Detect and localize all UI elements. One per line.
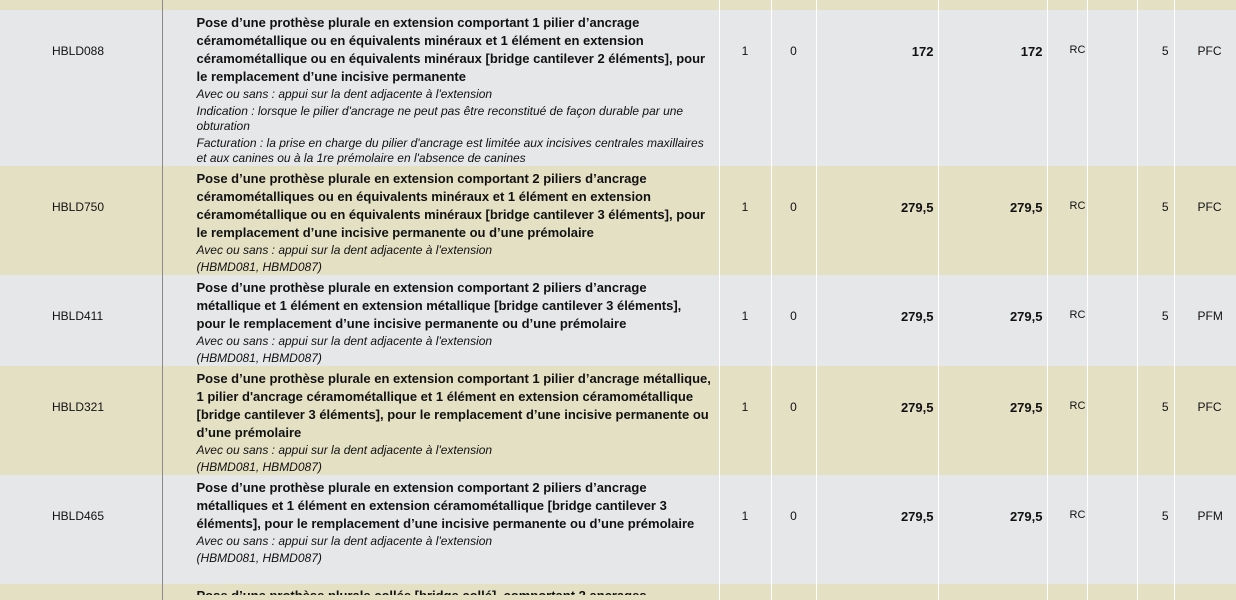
empty-cell xyxy=(1086,366,1137,475)
count-cell: 5 xyxy=(1136,275,1174,366)
act-title: Pose d’une prothèse plurale en extension… xyxy=(196,480,695,531)
act-note: Indication : lorsque le pilier d'ancrage… xyxy=(196,104,684,133)
count-cell: 5 xyxy=(1136,166,1174,275)
act-title: Pose d’une prothèse plurale en extension… xyxy=(196,15,706,84)
act-title: Pose d’une prothèse plurale en extension… xyxy=(196,280,682,331)
act-code: HBLD088 xyxy=(0,10,162,166)
amount-cell-2: 279,5 xyxy=(937,166,1047,275)
category-cell: PFM xyxy=(1173,275,1236,366)
phase-cell: 0 xyxy=(770,166,816,275)
empty-cell xyxy=(1086,275,1137,366)
empty-cell xyxy=(1086,10,1137,166)
table-row[interactable]: HBLD088 Pose d’une prothèse plurale en e… xyxy=(0,10,1236,166)
activity-cell: 1 xyxy=(718,166,771,275)
act-note: (HBMD081, HBMD087) xyxy=(196,260,322,274)
activity-cell: 1 xyxy=(718,10,771,166)
amount-cell-2: 172 xyxy=(937,10,1047,166)
act-description: Pose d’une prothèse plurale en extension… xyxy=(161,10,719,166)
act-code: HBLD465 xyxy=(0,475,162,584)
phase-cell: 0 xyxy=(770,475,816,584)
category-cell: PFC xyxy=(1173,366,1236,475)
act-title: Pose d’une prothèse plurale en extension… xyxy=(196,171,706,240)
amount-cell: 279,5 xyxy=(815,166,938,275)
act-code: HBLD321 xyxy=(0,366,162,475)
category-cell: PFC xyxy=(1173,166,1236,275)
table-row[interactable]: HBLD750 Pose d’une prothèse plurale en e… xyxy=(0,166,1236,275)
amount-cell-2: 279,5 xyxy=(937,366,1047,475)
category-cell: PFC xyxy=(1173,10,1236,166)
empty-cell xyxy=(1086,475,1137,584)
act-code: HBLD750 xyxy=(0,166,162,275)
table-row-partial-top xyxy=(0,0,1236,10)
act-description: Pose d’une prothèse plurale collée [brid… xyxy=(161,584,719,600)
rc-cell: RC xyxy=(1046,166,1087,275)
amount-cell: 172 xyxy=(815,10,938,166)
act-title: Pose d’une prothèse plurale collée [brid… xyxy=(197,587,713,595)
act-code: HBLD411 xyxy=(0,275,162,366)
rc-cell: RC xyxy=(1046,475,1087,584)
phase-cell: 0 xyxy=(770,366,816,475)
act-note: Avec ou sans : appui sur la dent adjacen… xyxy=(196,534,493,548)
table-row[interactable]: HBLD411 Pose d’une prothèse plurale en e… xyxy=(0,275,1236,366)
count-cell: 5 xyxy=(1136,475,1174,584)
rc-cell: RC xyxy=(1046,275,1087,366)
rc-cell: RC xyxy=(1046,10,1087,166)
amount-cell-2: 279,5 xyxy=(937,275,1047,366)
count-cell: 5 xyxy=(1136,10,1174,166)
act-title: Pose d’une prothèse plurale en extension… xyxy=(196,371,711,440)
category-cell: PFM xyxy=(1173,475,1236,584)
act-note: Avec ou sans : appui sur la dent adjacen… xyxy=(196,443,493,457)
act-description: Pose d’une prothèse plurale en extension… xyxy=(161,475,719,584)
phase-cell: 0 xyxy=(770,10,816,166)
act-note: Avec ou sans : appui sur la dent adjacen… xyxy=(196,243,493,257)
table-row-partial-bottom[interactable]: Pose d’une prothèse plurale collée [brid… xyxy=(0,584,1236,600)
table-row[interactable]: HBLD321 Pose d’une prothèse plurale en e… xyxy=(0,366,1236,475)
activity-cell: 1 xyxy=(718,275,771,366)
amount-cell: 279,5 xyxy=(815,475,938,584)
act-description: Pose d’une prothèse plurale en extension… xyxy=(161,275,719,366)
activity-cell: 1 xyxy=(718,475,771,584)
empty-cell xyxy=(1086,166,1137,275)
act-note: Facturation : la prise en charge du pili… xyxy=(196,136,704,165)
act-description: Pose d’une prothèse plurale en extension… xyxy=(161,366,719,475)
count-cell: 5 xyxy=(1136,366,1174,475)
rc-cell: RC xyxy=(1046,366,1087,475)
act-note: Avec ou sans : appui sur la dent adjacen… xyxy=(196,334,493,348)
activity-cell: 1 xyxy=(718,366,771,475)
act-note: Avec ou sans : appui sur la dent adjacen… xyxy=(196,87,493,101)
phase-cell: 0 xyxy=(770,275,816,366)
act-description: Pose d’une prothèse plurale en extension… xyxy=(161,166,719,275)
act-note: (HBMD081, HBMD087) xyxy=(196,551,322,565)
table-row[interactable]: HBLD465 Pose d’une prothèse plurale en e… xyxy=(0,475,1236,584)
act-note: (HBMD081, HBMD087) xyxy=(196,351,322,365)
amount-cell-2: 279,5 xyxy=(937,475,1047,584)
amount-cell: 279,5 xyxy=(815,366,938,475)
amount-cell: 279,5 xyxy=(815,275,938,366)
act-note: (HBMD081, HBMD087) xyxy=(196,460,322,474)
